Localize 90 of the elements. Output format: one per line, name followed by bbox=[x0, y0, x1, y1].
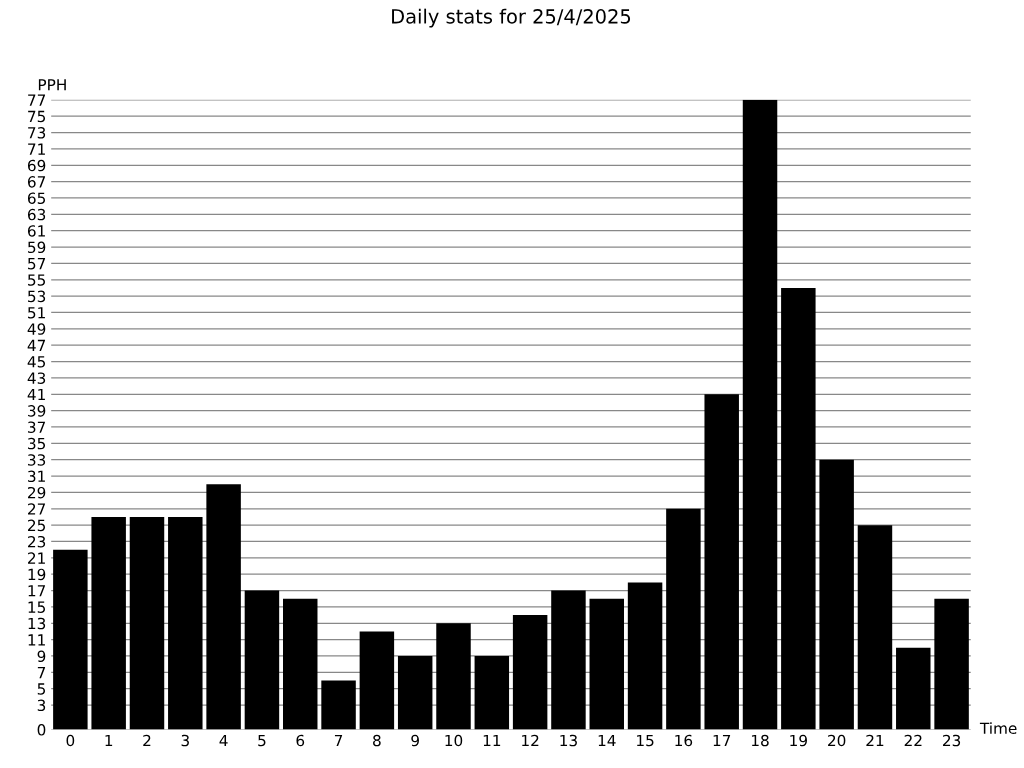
x-tick-label: 5 bbox=[258, 734, 266, 747]
x-tick-label: 13 bbox=[560, 734, 577, 747]
bar bbox=[397, 655, 433, 730]
x-tick-label: 19 bbox=[790, 734, 807, 747]
bar bbox=[283, 598, 318, 730]
y-tick-label: 21 bbox=[28, 552, 45, 564]
y-tick-label: 63 bbox=[27, 208, 46, 221]
y-tick-label: 67 bbox=[27, 176, 46, 188]
bar bbox=[589, 598, 624, 730]
y-tick-label: 73 bbox=[28, 127, 46, 139]
x-tick-label: 10 bbox=[445, 734, 463, 747]
y-axis-title: PPH bbox=[38, 79, 66, 91]
bar bbox=[896, 647, 931, 730]
x-tick-label: 7 bbox=[334, 734, 343, 747]
bar bbox=[857, 525, 893, 730]
bar bbox=[244, 590, 280, 730]
x-tick-label: 21 bbox=[866, 734, 884, 747]
bar bbox=[934, 598, 969, 730]
x-tick-label: 22 bbox=[904, 734, 922, 747]
bar bbox=[781, 287, 816, 730]
bar bbox=[512, 615, 548, 730]
bar bbox=[819, 459, 854, 730]
bar bbox=[91, 516, 126, 730]
y-tick-label: 71 bbox=[28, 143, 45, 155]
y-tick-label: 35 bbox=[28, 437, 45, 450]
y-tick-label: 27 bbox=[28, 503, 46, 515]
x-tick-label: 14 bbox=[598, 734, 616, 747]
bar bbox=[53, 549, 88, 730]
y-tick-label: 11 bbox=[28, 634, 45, 646]
x-axis-title: Time bbox=[979, 722, 1017, 735]
y-tick-label: 51 bbox=[28, 307, 45, 319]
y-tick-label: 55 bbox=[28, 274, 45, 286]
bar bbox=[168, 516, 203, 730]
y-tick-label: 13 bbox=[28, 617, 46, 630]
x-tick-label: 15 bbox=[637, 734, 654, 747]
y-tick-label: 19 bbox=[28, 568, 46, 581]
x-tick-label: 20 bbox=[828, 734, 846, 747]
y-tick-label: 57 bbox=[28, 258, 46, 270]
bar bbox=[742, 99, 778, 730]
y-tick-label: 43 bbox=[27, 372, 46, 384]
x-tick-label: 2 bbox=[143, 734, 151, 747]
y-tick-label: 15 bbox=[28, 601, 45, 613]
bar bbox=[474, 655, 510, 730]
y-tick-label: 45 bbox=[27, 356, 45, 368]
y-tick-label: 49 bbox=[27, 323, 46, 335]
y-tick-label: 0 bbox=[37, 724, 46, 736]
y-tick-label: 53 bbox=[28, 290, 46, 303]
x-tick-label: 8 bbox=[373, 734, 381, 747]
y-tick-label: 17 bbox=[28, 585, 46, 597]
bar bbox=[704, 394, 739, 730]
y-tick-label: 9 bbox=[37, 650, 46, 663]
bar bbox=[436, 623, 471, 730]
y-tick-label: 25 bbox=[28, 519, 45, 532]
y-tick-label: 41 bbox=[27, 388, 45, 401]
y-tick-label: 33 bbox=[28, 454, 46, 466]
y-tick-label: 23 bbox=[28, 535, 46, 548]
y-tick-label: 61 bbox=[27, 225, 45, 237]
x-tick-label: 23 bbox=[942, 734, 961, 747]
x-tick-label: 4 bbox=[219, 734, 228, 747]
x-tick-label: 1 bbox=[105, 734, 113, 747]
y-tick-label: 39 bbox=[28, 405, 46, 417]
bar bbox=[321, 680, 356, 730]
y-tick-label: 59 bbox=[28, 241, 46, 254]
x-tick-label: 12 bbox=[522, 734, 539, 747]
x-tick-label: 3 bbox=[181, 734, 189, 747]
x-tick-label: 0 bbox=[66, 734, 75, 747]
bar bbox=[206, 484, 241, 730]
x-tick-label: 16 bbox=[675, 734, 693, 747]
y-tick-label: 69 bbox=[27, 159, 46, 172]
bar bbox=[627, 582, 663, 730]
y-tick-label: 77 bbox=[28, 94, 46, 106]
chart-title: Daily stats for 25/4/2025 bbox=[392, 8, 631, 28]
y-tick-label: 31 bbox=[28, 470, 45, 483]
x-tick-label: 17 bbox=[713, 734, 731, 747]
y-tick-label: 47 bbox=[27, 339, 46, 352]
y-tick-label: 29 bbox=[28, 486, 46, 499]
bar bbox=[666, 508, 701, 730]
y-tick-label: 5 bbox=[37, 683, 45, 695]
bar bbox=[359, 631, 395, 730]
x-tick-label: 11 bbox=[483, 734, 501, 747]
x-tick-label: 18 bbox=[751, 734, 769, 747]
y-tick-label: 37 bbox=[28, 421, 46, 434]
x-tick-label: 9 bbox=[411, 734, 419, 747]
y-tick-label: 65 bbox=[27, 192, 45, 205]
y-tick-label: 7 bbox=[37, 667, 46, 679]
bar bbox=[551, 590, 586, 730]
y-tick-label: 3 bbox=[37, 699, 46, 712]
y-tick-label: 75 bbox=[28, 110, 45, 123]
x-tick-label: 6 bbox=[296, 734, 305, 747]
bar bbox=[129, 516, 165, 730]
